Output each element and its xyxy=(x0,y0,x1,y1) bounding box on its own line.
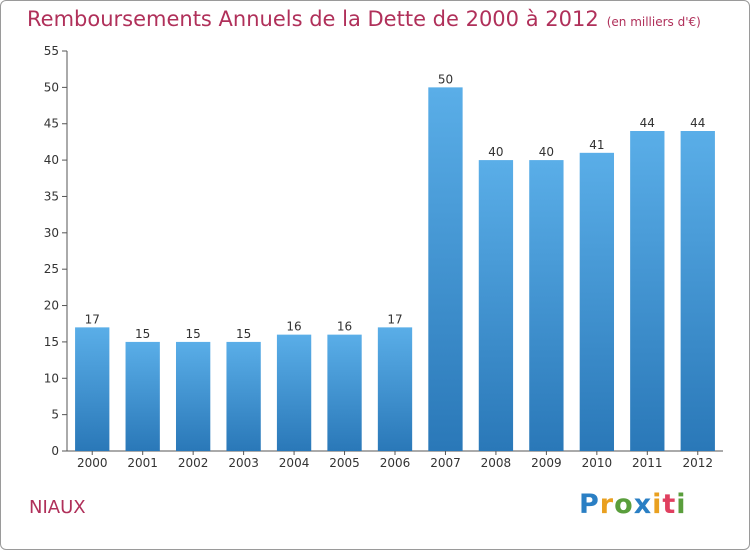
x-tick-label-2005: 2005 xyxy=(329,456,360,470)
x-tick-label-2008: 2008 xyxy=(481,456,512,470)
proxiti-logo: Proxiti xyxy=(579,489,687,520)
logo-letter: x xyxy=(633,489,653,520)
y-tick-label: 50 xyxy=(44,80,59,94)
logo-letter: P xyxy=(579,489,600,520)
value-label-2004: 16 xyxy=(286,320,301,334)
logo-letter: i xyxy=(676,489,687,520)
y-tick-label: 10 xyxy=(44,371,59,385)
value-label-2007: 50 xyxy=(438,72,453,86)
value-label-2001: 15 xyxy=(135,327,150,341)
logo-letter: t xyxy=(662,489,677,520)
value-label-2005: 16 xyxy=(337,320,352,334)
bar-2002 xyxy=(175,341,211,451)
chart-title-unit: (en milliers d'€) xyxy=(606,15,701,29)
y-tick-label: 55 xyxy=(44,44,59,58)
commune-name: NIAUX xyxy=(29,497,86,518)
y-tick-label: 5 xyxy=(51,408,59,422)
bar-2010 xyxy=(579,152,615,451)
x-tick-label-2004: 2004 xyxy=(279,456,310,470)
value-label-2008: 40 xyxy=(488,145,503,159)
bar-2011 xyxy=(630,131,665,451)
bar-2005 xyxy=(327,334,362,451)
y-tick-label: 35 xyxy=(44,189,59,203)
logo-letter: o xyxy=(614,489,634,520)
bar-2006 xyxy=(377,327,413,451)
x-tick-label-2003: 2003 xyxy=(228,456,259,470)
bar-2001 xyxy=(125,341,160,451)
logo-letter: r xyxy=(599,489,615,520)
y-tick-label: 0 xyxy=(51,444,59,458)
chart-title: Remboursements Annuels de la Dette de 20… xyxy=(27,7,701,31)
x-tick-label-2002: 2002 xyxy=(178,456,209,470)
y-tick-label: 25 xyxy=(44,262,59,276)
y-tick-label: 20 xyxy=(44,299,59,313)
y-tick-label: 40 xyxy=(44,153,59,167)
x-tick-label-2000: 2000 xyxy=(77,456,108,470)
chart-axes: 0 5 10 15 20 25 30 35 40 45 50 55 xyxy=(44,44,723,458)
chart-title-text: Remboursements Annuels de la Dette de 20… xyxy=(27,7,599,31)
y-tick-label: 45 xyxy=(44,117,59,131)
y-tick-label: 30 xyxy=(44,226,59,240)
value-label-2012: 44 xyxy=(690,116,705,130)
bar-2012 xyxy=(680,131,715,451)
value-label-2010: 41 xyxy=(589,138,604,152)
bar-2004 xyxy=(276,334,312,451)
value-label-2000: 17 xyxy=(85,312,100,326)
bar-2003 xyxy=(226,341,261,451)
x-tick-label-2012: 2012 xyxy=(682,456,713,470)
x-tick-label-2011: 2011 xyxy=(632,456,663,470)
bar-2008 xyxy=(478,160,514,451)
bar-2000 xyxy=(75,327,110,451)
chart-labels: 2000 17 2001 15 2002 15 2003 15 2004 16 2005 16 2006… xyxy=(77,72,713,470)
value-label-2009: 40 xyxy=(539,145,554,159)
x-tick-label-2001: 2001 xyxy=(127,456,158,470)
y-tick-label: 15 xyxy=(44,335,59,349)
bar-2009 xyxy=(529,160,564,451)
chart-bars xyxy=(75,87,715,451)
bar-2007 xyxy=(428,87,463,451)
x-tick-label-2010: 2010 xyxy=(582,456,613,470)
x-tick-label-2007: 2007 xyxy=(430,456,461,470)
value-label-2011: 44 xyxy=(640,116,655,130)
x-tick-label-2006: 2006 xyxy=(380,456,411,470)
value-label-2003: 15 xyxy=(236,327,251,341)
value-label-2006: 17 xyxy=(387,312,402,326)
x-tick-label-2009: 2009 xyxy=(531,456,562,470)
logo-letter: i xyxy=(652,489,663,520)
value-label-2002: 15 xyxy=(186,327,201,341)
